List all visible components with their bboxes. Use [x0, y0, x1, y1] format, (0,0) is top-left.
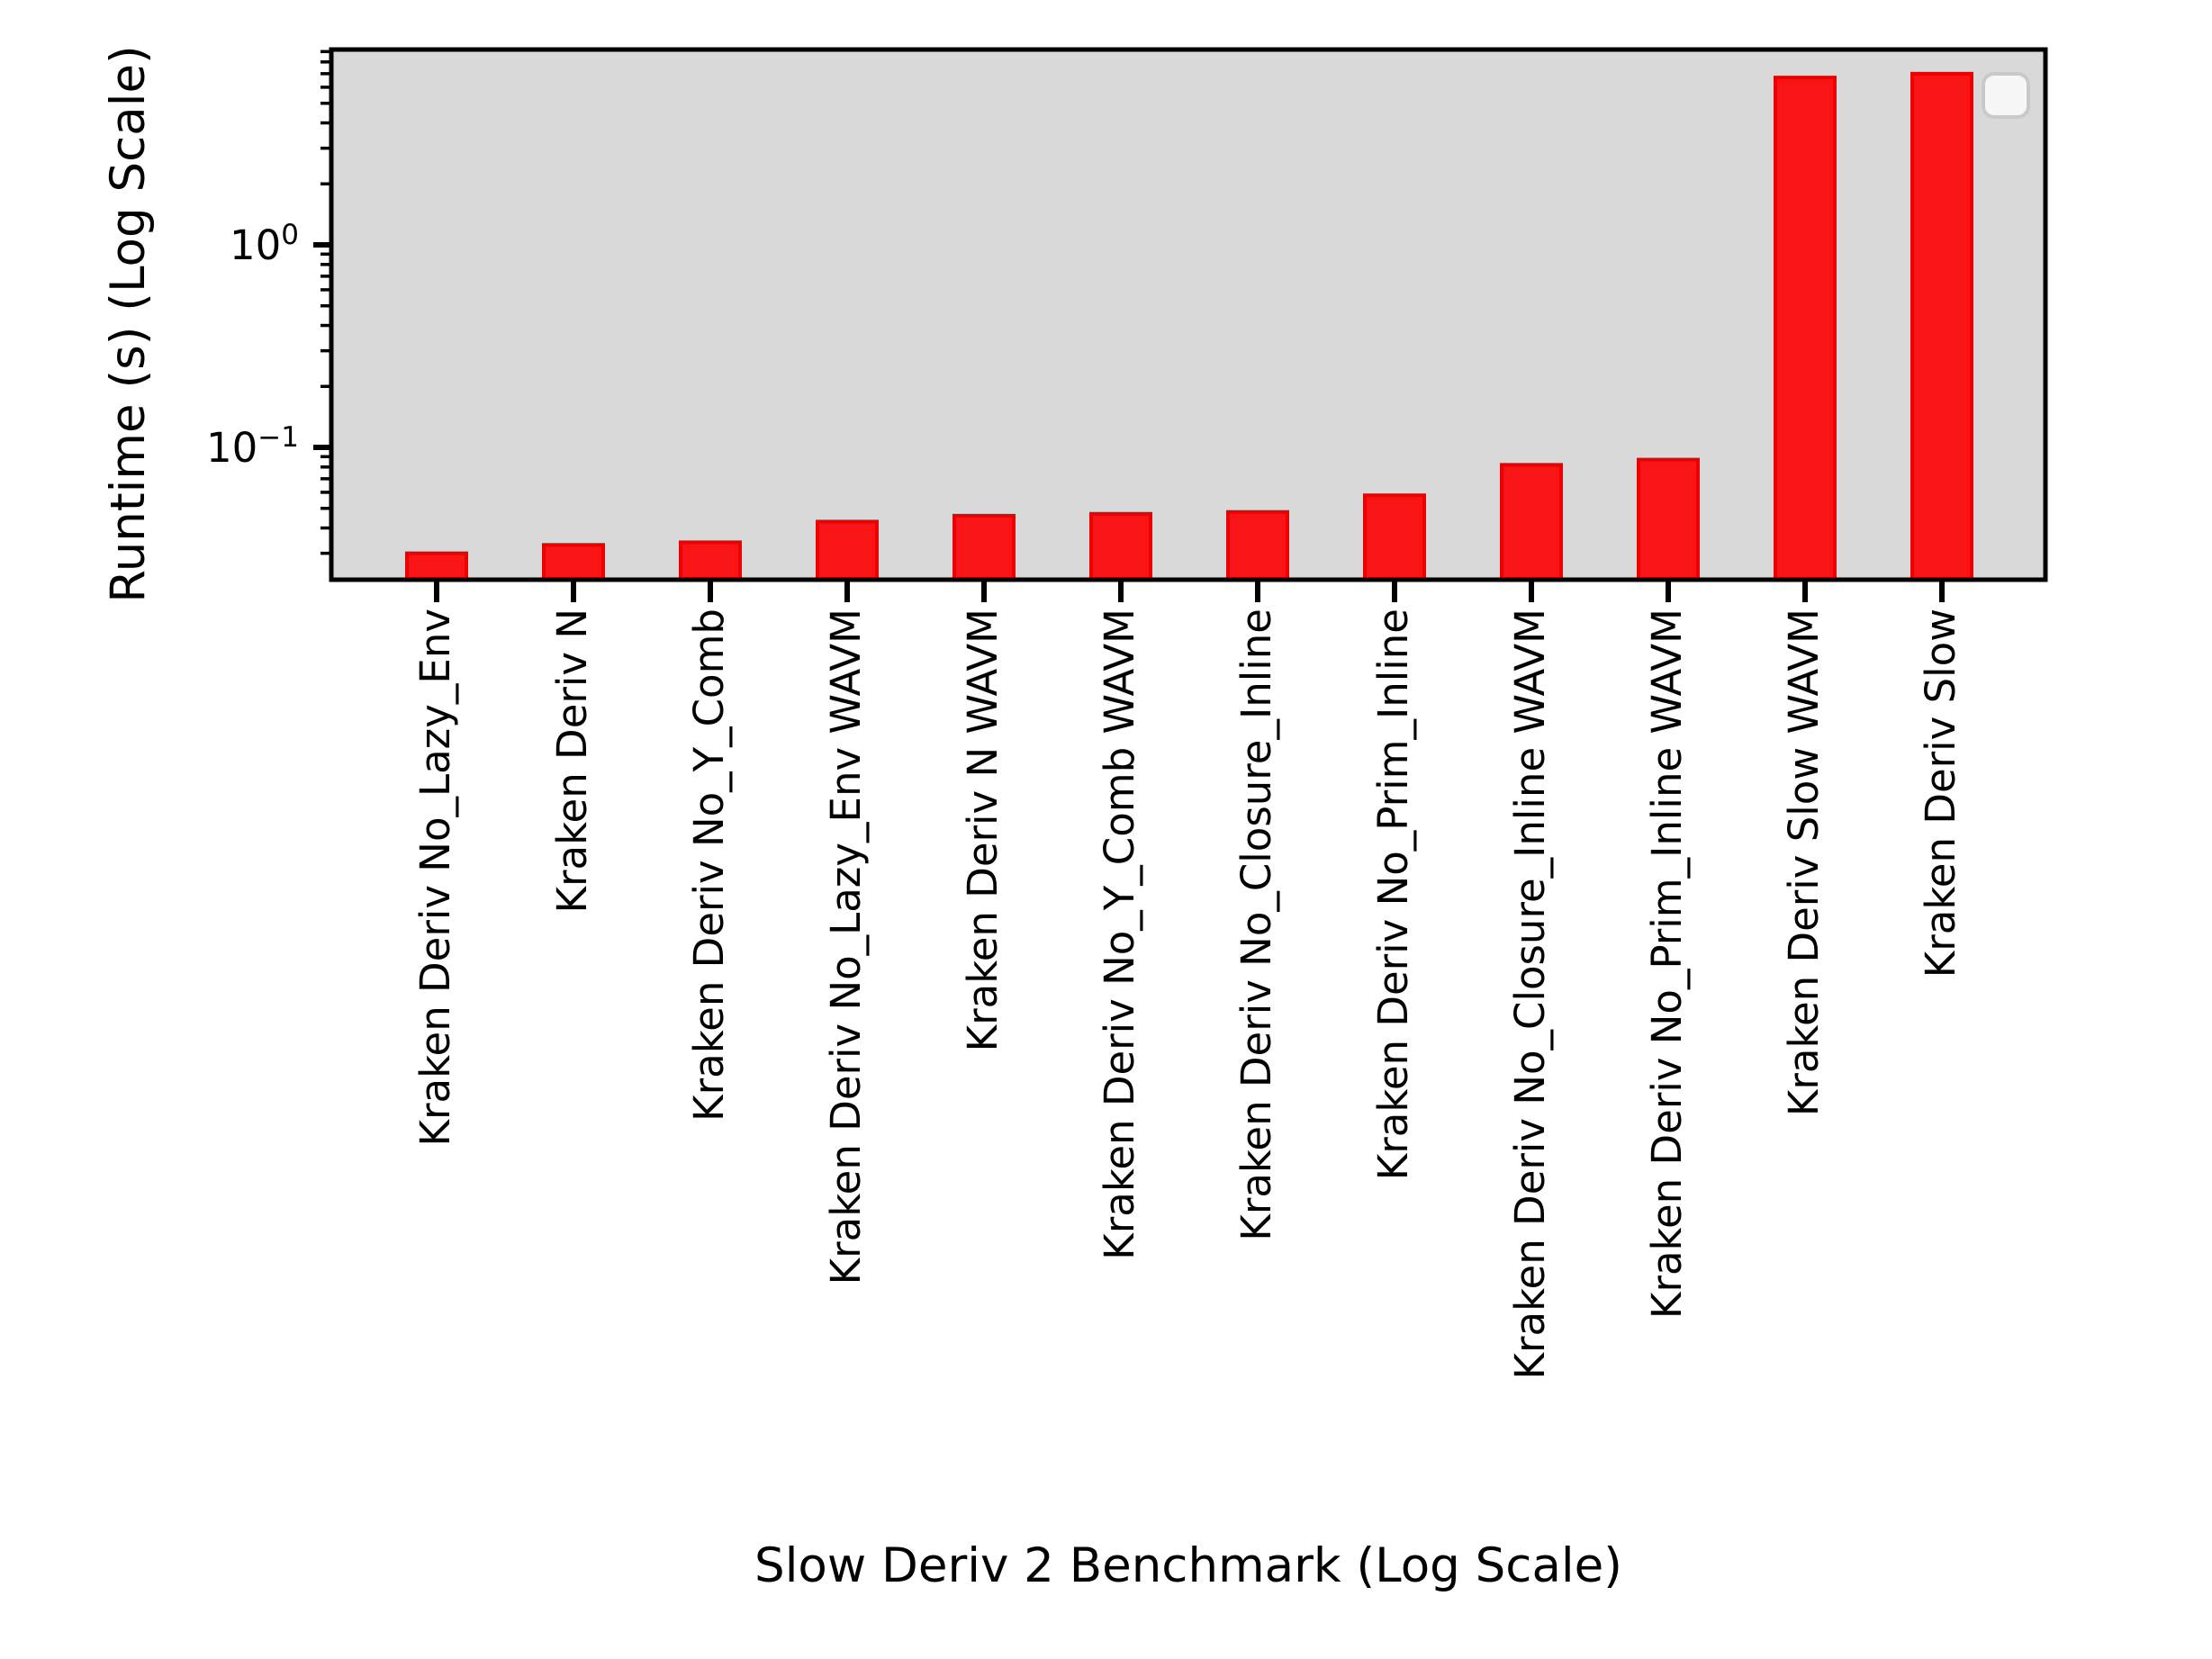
y-tick-label-0p1: 10−1	[206, 421, 299, 472]
axes-spines	[329, 47, 2048, 582]
x-axis-label: Slow Deriv 2 Benchmark (Log Scale)	[754, 1538, 1622, 1593]
x-tick-label: Kraken Deriv N	[548, 609, 596, 914]
bar	[953, 513, 1016, 582]
x-tick-labels-layer: Kraken Deriv No_Lazy_Env Kraken Deriv N Kr…	[411, 609, 1964, 1380]
x-tick-label: Kraken Deriv No_Prim_Inline WAVM	[1643, 609, 1691, 1319]
x-tick-label: Kraken Deriv No_Y_Comb WAVM	[1096, 609, 1143, 1260]
bar	[1637, 457, 1700, 582]
bar	[679, 540, 742, 582]
bar	[1226, 509, 1289, 582]
y-tick-exponent: −1	[257, 421, 299, 454]
y-tick-base: 10	[230, 221, 281, 269]
y-tick-base: 10	[206, 424, 257, 472]
x-tick-label: Kraken Deriv Slow	[1917, 609, 1964, 978]
y-tick-label-1: 100	[230, 219, 299, 269]
bar	[1363, 493, 1426, 582]
x-tick-label: Kraken Deriv No_Prim_Inline	[1369, 609, 1417, 1180]
x-tick-label: Kraken Deriv No_Lazy_Env	[411, 609, 459, 1147]
bar	[816, 519, 879, 582]
x-tick-label: Kraken Deriv No_Y_Comb	[685, 609, 733, 1122]
bar	[1774, 76, 1837, 582]
bar	[1910, 71, 1973, 582]
bar	[542, 543, 605, 582]
x-tick-label: Kraken Deriv Slow WAVM	[1780, 609, 1828, 1116]
x-tick-label: Kraken Deriv N WAVM	[959, 609, 1007, 1051]
bar	[1500, 463, 1563, 582]
bar	[1089, 511, 1152, 582]
x-tick-label: Kraken Deriv No_Closure_Inline	[1232, 609, 1280, 1241]
legend-box	[1982, 72, 2030, 119]
x-tick-label: Kraken Deriv No_Closure_Inline WAVM	[1506, 609, 1554, 1380]
y-tick-exponent: 0	[281, 219, 299, 251]
plot-area	[331, 50, 2045, 580]
marks-layer	[313, 50, 1973, 602]
y-axis-label: Runtime (s) (Log Scale)	[101, 45, 156, 603]
bar	[405, 551, 468, 582]
x-tick-label: Kraken Deriv No_Lazy_Env WAVM	[822, 609, 870, 1285]
